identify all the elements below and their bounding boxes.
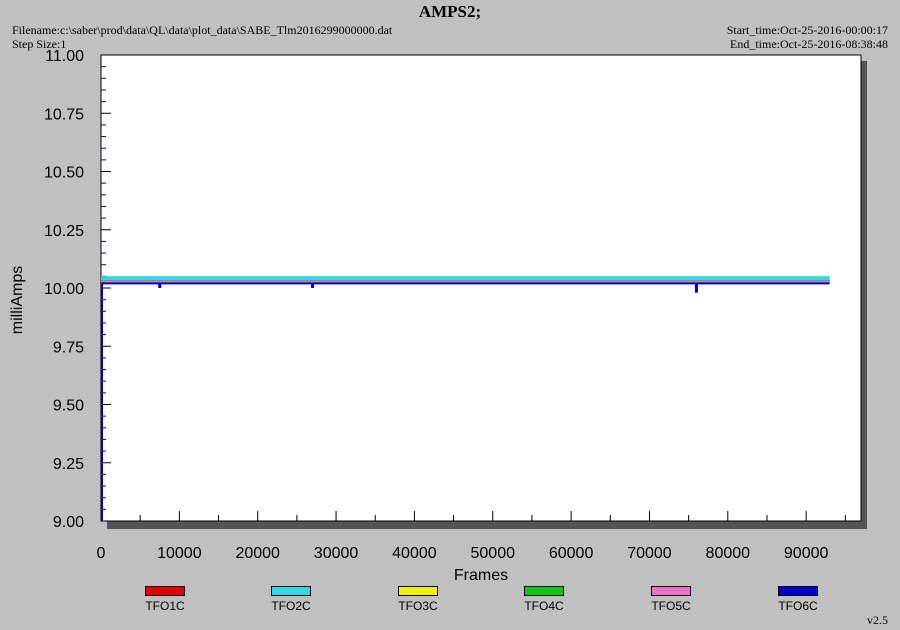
legend-label: TFO5C bbox=[651, 599, 691, 613]
legend-item: TFO1C bbox=[125, 586, 205, 613]
x-tick-label: 0 bbox=[97, 545, 106, 562]
legend-label: TFO1C bbox=[145, 599, 185, 613]
y-tick-label: 9.50 bbox=[53, 398, 84, 415]
y-axis-label: milliAmps bbox=[9, 266, 26, 334]
x-tick-label: 40000 bbox=[392, 545, 437, 562]
legend-swatch bbox=[271, 586, 311, 596]
file-info: Filename:c:\saber\prod\data\QL\data\plot… bbox=[12, 23, 392, 51]
y-tick-label: 10.25 bbox=[44, 223, 84, 240]
legend-swatch bbox=[398, 586, 438, 596]
filename-text: Filename:c:\saber\prod\data\QL\data\plot… bbox=[12, 23, 393, 37]
y-tick-label: 10.50 bbox=[44, 165, 84, 182]
x-tick-label: 30000 bbox=[314, 545, 359, 562]
legend-label: TFO2C bbox=[271, 599, 311, 613]
legend-item: TFO6C bbox=[758, 586, 838, 613]
x-tick-label: 90000 bbox=[784, 545, 829, 562]
legend-label: TFO4C bbox=[524, 599, 564, 613]
start-time-text: Start_time:Oct-25-2016-00:00:17 bbox=[726, 23, 888, 37]
chart-title: AMPS2; bbox=[418, 2, 482, 21]
version-label: v2.5 bbox=[867, 613, 888, 627]
x-tick-label: 50000 bbox=[471, 545, 516, 562]
y-tick-label: 10.75 bbox=[44, 106, 84, 123]
x-tick-label: 70000 bbox=[627, 545, 672, 562]
legend-item: TFO5C bbox=[631, 586, 711, 613]
plot-area bbox=[100, 54, 862, 522]
legend-item: TFO4C bbox=[504, 586, 584, 613]
x-tick-label: 10000 bbox=[157, 545, 202, 562]
legend-item: TFO3C bbox=[378, 586, 458, 613]
legend-label: TFO3C bbox=[398, 599, 438, 613]
end-time-text: End_time:Oct-25-2016-08:38:48 bbox=[730, 37, 888, 51]
time-info: Start_time:Oct-25-2016-00:00:17 End_time… bbox=[727, 23, 888, 51]
legend-swatch bbox=[145, 586, 185, 596]
chart-legend: TFO1C TFO2C TFO3C TFO4C TFO5C TFO6C bbox=[0, 586, 900, 616]
legend-swatch bbox=[524, 586, 564, 596]
x-tick-label: 20000 bbox=[235, 545, 280, 562]
y-tick-label: 11.00 bbox=[45, 48, 84, 65]
legend-label: TFO6C bbox=[778, 599, 818, 613]
y-tick-label: 10.00 bbox=[44, 281, 84, 298]
step-size-text: Step Size:1 bbox=[12, 37, 67, 51]
y-tick-label: 9.75 bbox=[53, 339, 84, 356]
x-axis-label: Frames bbox=[454, 567, 508, 584]
legend-item: TFO2C bbox=[251, 586, 331, 613]
y-tick-label: 9.25 bbox=[53, 456, 84, 473]
y-tick-label: 9.00 bbox=[53, 514, 84, 531]
legend-swatch bbox=[778, 586, 818, 596]
legend-swatch bbox=[651, 586, 691, 596]
x-tick-label: 60000 bbox=[549, 545, 594, 562]
x-tick-label: 80000 bbox=[706, 545, 751, 562]
